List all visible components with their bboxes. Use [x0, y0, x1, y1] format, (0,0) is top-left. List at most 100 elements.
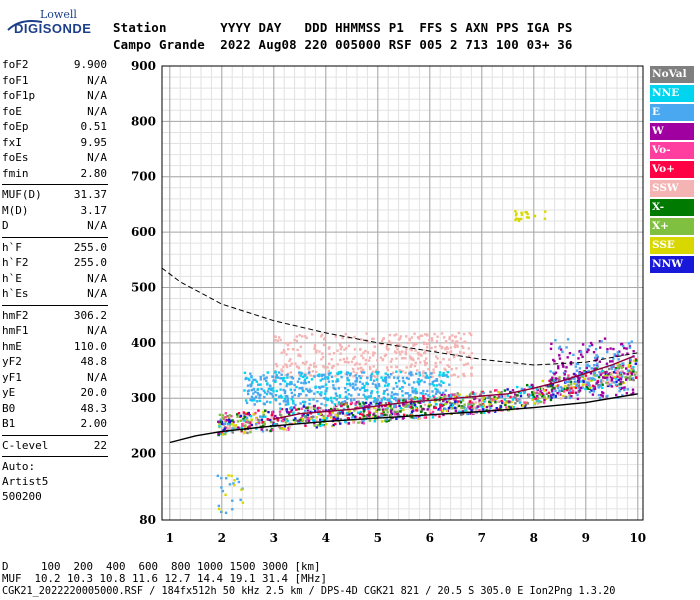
echo-point — [389, 418, 392, 421]
echo-point — [297, 419, 301, 423]
echo-point — [382, 337, 386, 340]
echo-point — [397, 338, 401, 341]
echo-point — [546, 385, 550, 388]
echo-point — [625, 376, 628, 380]
echo-point — [219, 418, 222, 421]
echo-point — [415, 342, 418, 346]
echo-point — [432, 368, 435, 371]
echo-point — [336, 372, 339, 375]
echo-point — [547, 391, 551, 394]
echo-point — [326, 398, 329, 402]
echo-point — [396, 393, 399, 396]
echo-point — [444, 402, 447, 406]
echo-point — [579, 353, 583, 356]
echo-point — [397, 402, 401, 405]
echo-point — [352, 370, 355, 373]
echo-point — [572, 372, 575, 376]
echo-point — [399, 353, 402, 356]
echo-point — [242, 417, 245, 421]
echo-point — [347, 361, 350, 364]
echo-point — [325, 387, 329, 390]
echo-point — [337, 419, 341, 423]
echo-point — [329, 396, 333, 400]
echo-point — [255, 427, 258, 430]
echo-point — [569, 363, 573, 366]
echo-point — [331, 401, 334, 404]
echo-point — [634, 372, 637, 375]
echo-point — [410, 406, 413, 409]
echo-point — [355, 362, 358, 365]
echo-point — [474, 410, 478, 414]
echo-point — [440, 397, 443, 400]
echo-point — [395, 344, 399, 347]
echo-point — [363, 414, 366, 418]
echo-point — [234, 424, 238, 427]
echo-point — [219, 432, 223, 436]
echo-point — [497, 400, 500, 403]
echo-point — [239, 415, 242, 418]
echo-point — [342, 407, 346, 411]
echo-point — [551, 389, 554, 392]
echo-point — [293, 338, 296, 342]
echo-point — [418, 374, 422, 377]
echo-point — [376, 359, 379, 362]
echo-point — [404, 398, 408, 402]
echo-point — [552, 386, 555, 389]
echo-point — [379, 402, 382, 405]
echo-point — [537, 401, 540, 405]
echo-point — [397, 401, 400, 404]
echo-point — [232, 427, 235, 430]
echo-point — [309, 412, 313, 415]
echo-point — [398, 350, 401, 354]
echo-point — [592, 371, 596, 374]
echo-point — [470, 366, 474, 369]
echo-point — [354, 380, 357, 383]
echo-point — [449, 350, 453, 353]
echo-point — [319, 412, 322, 415]
echo-point — [630, 393, 633, 396]
echo-point — [323, 338, 326, 341]
echo-point — [406, 403, 410, 406]
param-row: h`F2 255.0 — [0, 256, 110, 272]
echo-point — [330, 375, 334, 378]
param-group-virtual-heights: h`F 255.0 h`F2 255.0 h`E N/A h`Es N/A — [0, 241, 110, 303]
echo-point — [272, 424, 275, 427]
echo-point — [490, 404, 493, 408]
echo-point — [354, 403, 357, 407]
echo-point — [303, 378, 307, 381]
echo-point — [422, 400, 425, 403]
echo-point — [543, 395, 546, 399]
echo-point — [424, 371, 427, 375]
x-tick-label: 5 — [374, 531, 382, 545]
echo-point — [351, 386, 355, 390]
echo-point — [621, 353, 624, 356]
echo-point — [279, 427, 282, 430]
echo-point — [247, 420, 251, 424]
echo-point — [621, 381, 624, 384]
echo-point — [290, 380, 293, 384]
echo-point — [348, 373, 352, 377]
echo-point — [347, 422, 351, 425]
echo-point — [442, 391, 445, 395]
echo-point — [538, 392, 541, 396]
echo-point — [368, 413, 371, 416]
echo-point — [409, 413, 413, 416]
echo-point — [417, 415, 421, 418]
echo-point — [232, 427, 236, 431]
echo-point — [241, 422, 244, 426]
echo-point — [276, 419, 280, 422]
echo-point — [335, 404, 338, 408]
echo-point — [631, 393, 634, 396]
echo-point — [448, 406, 451, 410]
echo-point — [375, 400, 378, 404]
echo-point — [419, 401, 422, 405]
echo-point — [304, 372, 307, 375]
echo-point — [476, 405, 479, 408]
echo-point — [363, 384, 366, 388]
echo-point — [295, 385, 298, 389]
echo-point — [316, 374, 320, 377]
echo-point — [301, 417, 305, 421]
echo-point — [264, 409, 267, 412]
echo-point — [360, 375, 364, 378]
echo-point — [475, 411, 478, 414]
